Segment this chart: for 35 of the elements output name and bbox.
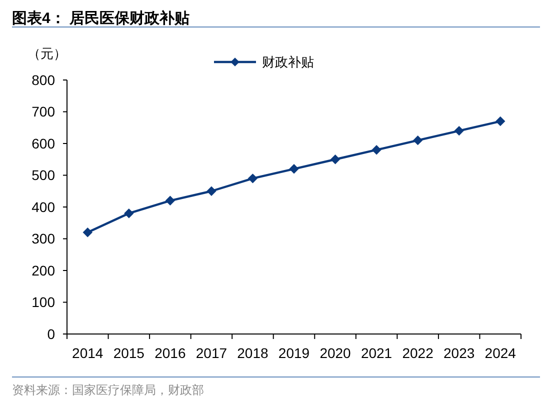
x-tick-label: 2014 <box>72 345 104 361</box>
point <box>330 154 340 164</box>
x-tick-label: 2015 <box>113 345 145 361</box>
point <box>496 116 506 126</box>
point <box>454 126 464 136</box>
text: 资料来源：国家医疗保障局，财政部 <box>12 383 204 397</box>
y-tick-label: 600 <box>32 135 56 152</box>
x-tick-label: 2020 <box>320 345 352 361</box>
y-tick-label: 700 <box>32 104 56 120</box>
y-tick-label: 200 <box>32 262 56 278</box>
y-tick-label: 500 <box>32 167 56 184</box>
x-tick-label: 2021 <box>360 345 392 361</box>
y-tick-label: 300 <box>32 230 56 247</box>
point <box>372 145 382 155</box>
y-tick-label: 0 <box>47 326 56 342</box>
x-tick-label: 2017 <box>196 345 228 361</box>
legend-label: 财政补贴 <box>262 54 314 70</box>
x-tick-label: 2016 <box>154 345 186 361</box>
y-tick-label: 100 <box>32 294 56 310</box>
x-tick-label: 2022 <box>402 345 434 361</box>
point <box>412 135 423 146</box>
x-tick-label: 2019 <box>278 345 310 361</box>
x-tick-label: 2024 <box>484 345 516 361</box>
point <box>165 196 176 206</box>
y-axis-title: （元） <box>28 46 66 61</box>
chart-title: 图表4： 居民医保财政补贴 <box>12 9 190 27</box>
y-tick-label: 800 <box>32 72 56 88</box>
point <box>206 186 216 196</box>
x-tick-label: 2023 <box>444 345 475 361</box>
y-tick-label: 400 <box>32 198 56 215</box>
x-tick-label: 2018 <box>237 345 269 361</box>
point <box>124 208 134 218</box>
point <box>248 174 258 184</box>
point <box>82 228 92 238</box>
point <box>289 164 299 174</box>
